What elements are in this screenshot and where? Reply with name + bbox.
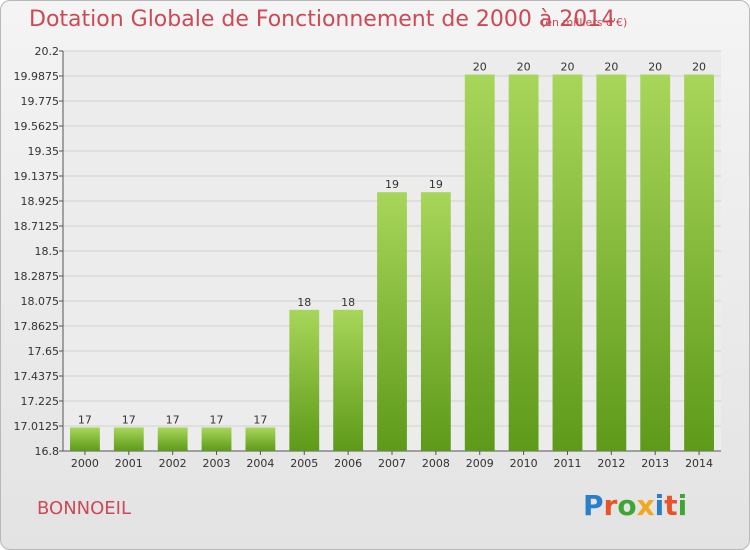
y-tick-label: 17.225 (21, 395, 60, 408)
bars (70, 74, 714, 452)
logo-letter: o (617, 489, 637, 522)
x-tick-label: 2008 (422, 457, 450, 470)
y-tick-label: 19.1375 (14, 170, 60, 183)
y-tick-label: 16.8 (35, 445, 60, 458)
bar (552, 74, 583, 451)
bar (684, 74, 714, 451)
y-tick-label: 17.65 (28, 345, 60, 358)
y-tick-label: 18.075 (21, 295, 60, 308)
x-tick-label: 2005 (290, 457, 318, 470)
data-label: 18 (341, 296, 355, 309)
y-tick-label: 18.925 (21, 195, 60, 208)
x-tick-label: 2012 (597, 457, 625, 470)
y-tick-label: 18.2875 (14, 270, 60, 283)
data-label: 20 (560, 61, 574, 74)
town-name: BONNOEIL (37, 498, 132, 519)
logo-letter: t (664, 489, 678, 522)
data-label: 20 (473, 61, 487, 74)
bar (201, 427, 232, 451)
y-tick-label: 19.775 (21, 95, 60, 108)
bar (70, 427, 100, 451)
data-label: 20 (604, 61, 618, 74)
y-tick-label: 18.5 (35, 245, 60, 258)
y-tick-label: 17.4375 (14, 370, 60, 383)
bar (640, 74, 671, 451)
x-tick-label: 2014 (685, 457, 713, 470)
y-tick-label: 19.35 (28, 145, 60, 158)
bar (508, 74, 539, 451)
y-tick-label: 18.7125 (14, 220, 60, 233)
data-label: 19 (385, 178, 399, 191)
logo-letter: r (603, 489, 618, 522)
bar (289, 309, 320, 451)
x-tick-label: 2010 (510, 457, 538, 470)
bar (596, 74, 627, 451)
bar (157, 427, 188, 451)
x-tick-label: 2011 (553, 457, 581, 470)
y-tick-label: 19.9875 (14, 70, 60, 83)
logo-letter: i (654, 489, 665, 522)
bar (420, 192, 451, 452)
y-tick-label: 17.8625 (14, 320, 60, 333)
bar (113, 427, 144, 451)
x-tick-label: 2000 (71, 457, 99, 470)
data-label: 17 (122, 413, 136, 426)
data-label: 18 (297, 296, 311, 309)
chart-unit: (en milliers d'€) (541, 16, 628, 29)
data-label: 17 (166, 413, 180, 426)
data-label: 17 (210, 413, 224, 426)
x-tick-label: 2006 (334, 457, 362, 470)
x-tick-label: 2009 (466, 457, 494, 470)
x-tick-label: 2007 (378, 457, 406, 470)
data-label: 20 (517, 61, 531, 74)
proxiti-logo: Proxiti (583, 489, 687, 522)
logo-letter: P (583, 489, 604, 522)
y-tick-label: 19.5625 (14, 120, 60, 133)
bar (464, 74, 495, 451)
y-tick-label: 20.2 (35, 45, 60, 58)
data-label: 20 (692, 61, 706, 74)
y-tick-label: 17.0125 (14, 420, 60, 433)
x-tick-label: 2003 (203, 457, 231, 470)
data-label: 20 (648, 61, 662, 74)
bar (333, 309, 364, 451)
bar (245, 427, 276, 451)
data-label: 19 (429, 178, 443, 191)
logo-letter: x (636, 489, 655, 522)
x-tick-label: 2001 (115, 457, 143, 470)
bar (377, 192, 407, 452)
labels: 2000 17 2001 17 2002 17 2003 17 2004 17 2005 18 2006… (71, 61, 713, 470)
data-label: 17 (253, 413, 267, 426)
data-label: 17 (78, 413, 92, 426)
x-tick-label: 2004 (246, 457, 274, 470)
x-tick-label: 2013 (641, 457, 669, 470)
chart-title: Dotation Globale de Fonctionnement de 20… (29, 7, 616, 32)
logo-letter: i (677, 489, 688, 522)
x-tick-label: 2002 (159, 457, 187, 470)
